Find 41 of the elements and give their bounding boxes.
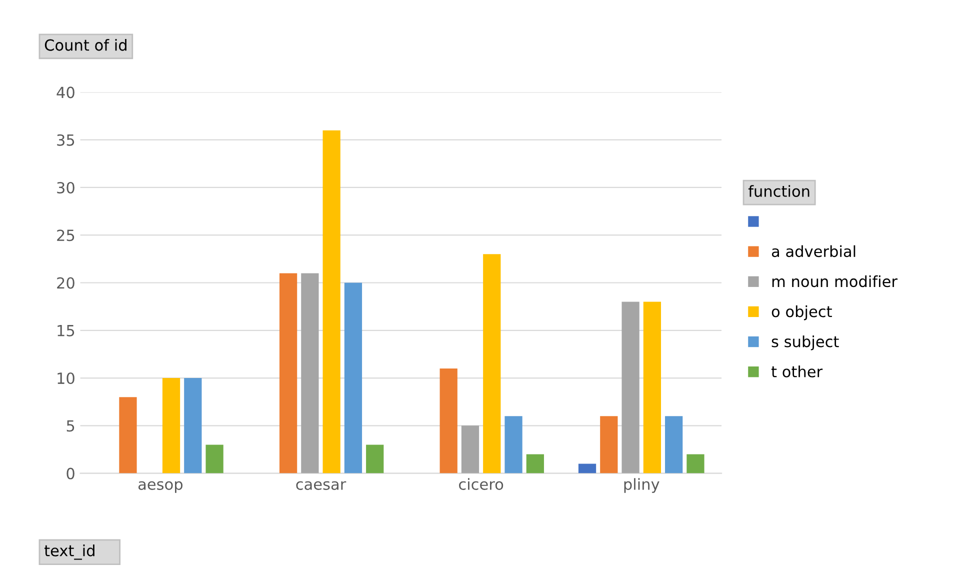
bar	[461, 426, 480, 474]
y-tick-label: 35	[57, 134, 74, 146]
y-tick-label: 20	[57, 277, 74, 289]
x-tick-label: caesar	[296, 481, 346, 490]
x-tick-label: pliny	[624, 478, 660, 493]
bar	[686, 454, 704, 474]
bar	[366, 444, 384, 474]
bar	[526, 454, 544, 474]
bar	[622, 302, 640, 474]
legend-label: o object	[772, 305, 832, 320]
legend-title: function	[748, 185, 810, 197]
bar	[184, 378, 202, 474]
legend-label: t other	[771, 366, 823, 378]
bar	[600, 416, 618, 474]
bar	[301, 273, 319, 474]
x-axis-title: text_id	[44, 544, 94, 560]
legend-label: m noun modifier	[772, 275, 898, 288]
x-tick-label: cicero	[459, 478, 504, 490]
bar	[279, 273, 298, 474]
bar	[119, 397, 137, 474]
legend-label: s subject	[772, 335, 839, 350]
y-tick-label: 30	[57, 182, 74, 194]
bar	[322, 130, 340, 474]
y-tick-label: 0	[66, 468, 74, 480]
bar	[483, 254, 501, 474]
x-tick-label: aesop	[138, 481, 182, 493]
y-tick-label: 5	[66, 420, 74, 432]
bar	[578, 464, 596, 474]
y-axis-title: Count of id	[44, 39, 126, 51]
bar	[344, 282, 362, 474]
y-tick-label: 40	[56, 86, 74, 98]
bar	[665, 416, 683, 474]
bar	[440, 368, 458, 474]
y-tick-label: 10	[58, 372, 74, 384]
bar	[162, 378, 180, 474]
y-tick-label: 15	[58, 325, 74, 336]
bar	[206, 444, 224, 474]
legend-label: a adverbial	[772, 245, 856, 258]
bar	[504, 416, 522, 474]
y-tick-label: 25	[57, 230, 74, 242]
bar	[643, 302, 662, 474]
